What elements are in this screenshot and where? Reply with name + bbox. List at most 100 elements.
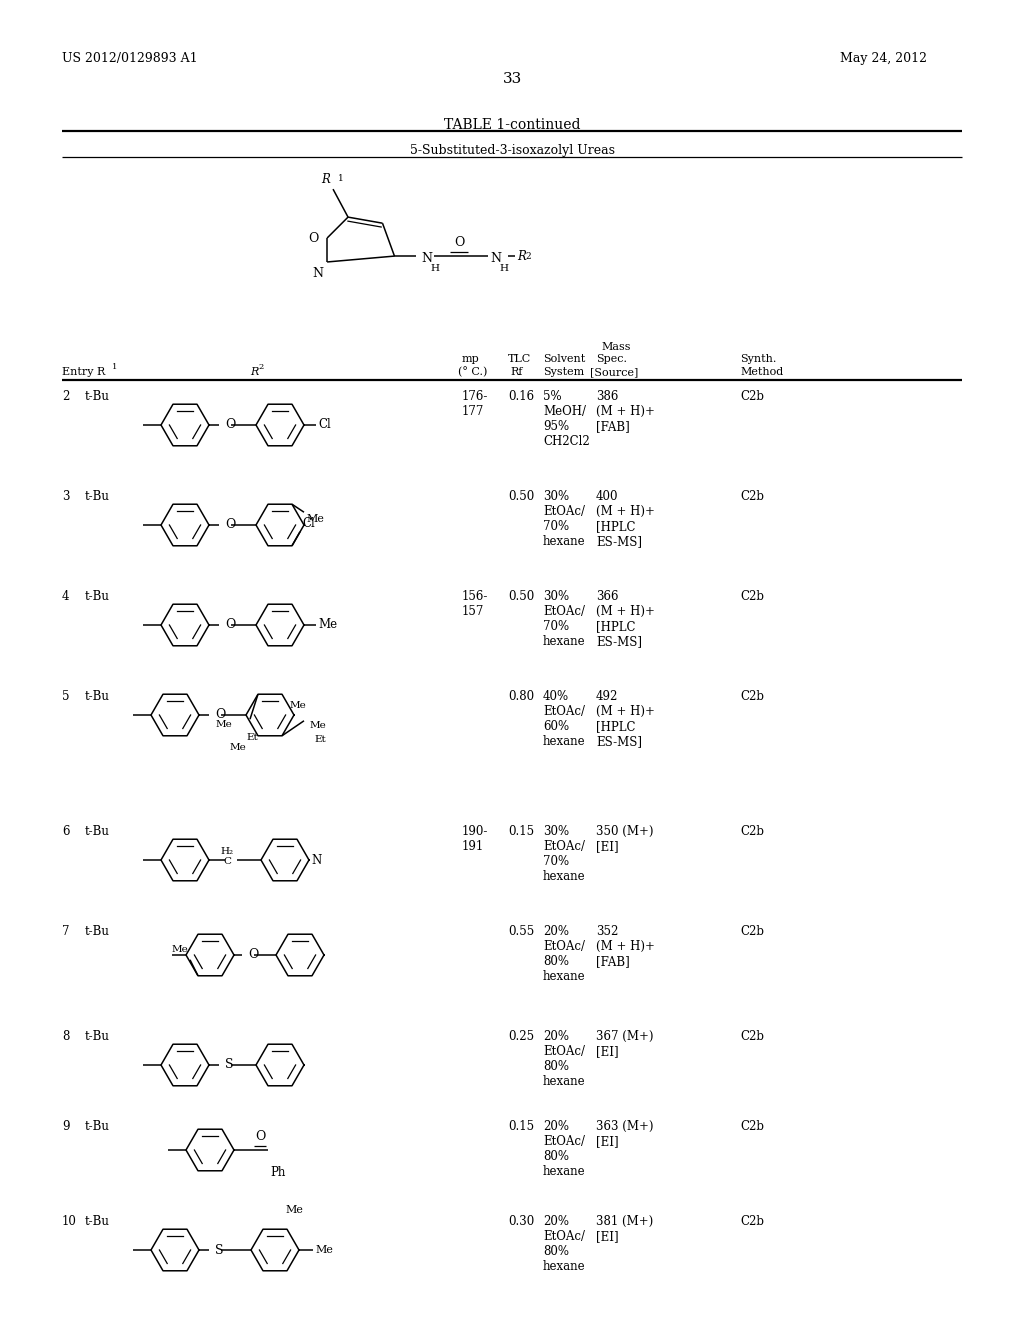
Text: US 2012/0129893 A1: US 2012/0129893 A1 (62, 51, 198, 65)
Text: 20%
EtOAc/
80%
hexane: 20% EtOAc/ 80% hexane (543, 1030, 586, 1088)
Text: Me: Me (318, 619, 337, 631)
Text: C2b: C2b (740, 825, 764, 838)
Text: Spec.: Spec. (596, 354, 627, 364)
Text: O: O (225, 619, 236, 631)
Text: 366
(M + H)+
[HPLC
ES-MS]: 366 (M + H)+ [HPLC ES-MS] (596, 590, 655, 648)
Text: (° C.): (° C.) (458, 367, 487, 378)
Text: 350 (M+)
[EI]: 350 (M+) [EI] (596, 825, 653, 853)
Text: R: R (517, 249, 526, 263)
Text: 176-
177: 176- 177 (462, 389, 488, 418)
Text: t-Bu: t-Bu (85, 1214, 110, 1228)
Text: Et: Et (246, 733, 258, 742)
Text: N: N (490, 252, 502, 264)
Text: Cl: Cl (318, 418, 331, 432)
Text: 0.25: 0.25 (508, 1030, 535, 1043)
Text: C2b: C2b (740, 590, 764, 603)
Text: C2b: C2b (740, 490, 764, 503)
Text: t-Bu: t-Bu (85, 490, 110, 503)
Text: R: R (250, 367, 258, 378)
Text: N: N (312, 267, 324, 280)
Text: Cl: Cl (302, 517, 314, 529)
Text: 0.15: 0.15 (508, 825, 535, 838)
Text: mp: mp (462, 354, 480, 364)
Text: Me: Me (171, 945, 188, 954)
Text: 1: 1 (112, 363, 118, 371)
Text: 492
(M + H)+
[HPLC
ES-MS]: 492 (M + H)+ [HPLC ES-MS] (596, 690, 655, 748)
Text: Method: Method (740, 367, 783, 378)
Text: 30%
EtOAc/
70%
hexane: 30% EtOAc/ 70% hexane (543, 825, 586, 883)
Text: Me: Me (309, 721, 327, 730)
Text: t-Bu: t-Bu (85, 825, 110, 838)
Text: 33: 33 (503, 73, 521, 86)
Text: TABLE 1-continued: TABLE 1-continued (443, 117, 581, 132)
Text: Me: Me (215, 719, 232, 729)
Text: 5: 5 (62, 690, 70, 704)
Text: 6: 6 (62, 825, 70, 838)
Text: 156-
157: 156- 157 (462, 590, 488, 618)
Text: 5-Substituted-3-isoxazolyl Ureas: 5-Substituted-3-isoxazolyl Ureas (410, 144, 614, 157)
Text: Rf: Rf (510, 367, 522, 378)
Text: C: C (223, 858, 231, 866)
Text: 9: 9 (62, 1119, 70, 1133)
Text: Me: Me (306, 515, 324, 524)
Text: S: S (215, 1243, 223, 1257)
Text: Me: Me (290, 701, 306, 710)
Text: O: O (225, 418, 236, 432)
Text: N: N (311, 854, 322, 866)
Text: 363 (M+)
[EI]: 363 (M+) [EI] (596, 1119, 653, 1148)
Text: C2b: C2b (740, 1214, 764, 1228)
Text: t-Bu: t-Bu (85, 1030, 110, 1043)
Text: 40%
EtOAc/
60%
hexane: 40% EtOAc/ 60% hexane (543, 690, 586, 748)
Text: O: O (225, 519, 236, 532)
Text: C2b: C2b (740, 389, 764, 403)
Text: 400
(M + H)+
[HPLC
ES-MS]: 400 (M + H)+ [HPLC ES-MS] (596, 490, 655, 548)
Text: C2b: C2b (740, 1119, 764, 1133)
Text: H₂: H₂ (220, 847, 233, 857)
Text: Me: Me (285, 1205, 303, 1214)
Text: Entry R: Entry R (62, 367, 105, 378)
Text: 0.80: 0.80 (508, 690, 535, 704)
Text: 7: 7 (62, 925, 70, 939)
Text: t-Bu: t-Bu (85, 1119, 110, 1133)
Text: O: O (308, 231, 319, 244)
Text: 20%
EtOAc/
80%
hexane: 20% EtOAc/ 80% hexane (543, 925, 586, 983)
Text: C2b: C2b (740, 925, 764, 939)
Text: 30%
EtOAc/
70%
hexane: 30% EtOAc/ 70% hexane (543, 490, 586, 548)
Text: May 24, 2012: May 24, 2012 (840, 51, 927, 65)
Text: 0.50: 0.50 (508, 490, 535, 503)
Text: 2: 2 (525, 252, 531, 261)
Text: 20%
EtOAc/
80%
hexane: 20% EtOAc/ 80% hexane (543, 1119, 586, 1177)
Text: 352
(M + H)+
[FAB]: 352 (M + H)+ [FAB] (596, 925, 655, 968)
Text: Solvent: Solvent (543, 354, 586, 364)
Text: C2b: C2b (740, 690, 764, 704)
Text: System: System (543, 367, 585, 378)
Text: R: R (322, 173, 330, 186)
Text: N: N (422, 252, 432, 264)
Text: 190-
191: 190- 191 (462, 825, 488, 853)
Text: 381 (M+)
[EI]: 381 (M+) [EI] (596, 1214, 653, 1243)
Text: [Source]: [Source] (590, 367, 638, 378)
Text: Me: Me (315, 1245, 333, 1255)
Text: TLC: TLC (508, 354, 531, 364)
Text: 10: 10 (62, 1214, 77, 1228)
Text: 367 (M+)
[EI]: 367 (M+) [EI] (596, 1030, 653, 1059)
Text: 5%
MeOH/
95%
CH2Cl2: 5% MeOH/ 95% CH2Cl2 (543, 389, 590, 447)
Text: 4: 4 (62, 590, 70, 603)
Text: O: O (255, 1130, 265, 1143)
Text: S: S (225, 1059, 233, 1072)
Text: 386
(M + H)+
[FAB]: 386 (M + H)+ [FAB] (596, 389, 655, 433)
Text: Mass: Mass (601, 342, 631, 352)
Text: 2: 2 (62, 389, 70, 403)
Text: 0.50: 0.50 (508, 590, 535, 603)
Text: Ph: Ph (270, 1166, 286, 1179)
Text: Et: Et (314, 735, 326, 744)
Text: Me: Me (229, 743, 247, 751)
Text: H: H (500, 264, 509, 273)
Text: t-Bu: t-Bu (85, 590, 110, 603)
Text: 1: 1 (338, 174, 344, 183)
Text: 8: 8 (62, 1030, 70, 1043)
Text: 0.16: 0.16 (508, 389, 535, 403)
Text: t-Bu: t-Bu (85, 690, 110, 704)
Text: t-Bu: t-Bu (85, 925, 110, 939)
Text: C2b: C2b (740, 1030, 764, 1043)
